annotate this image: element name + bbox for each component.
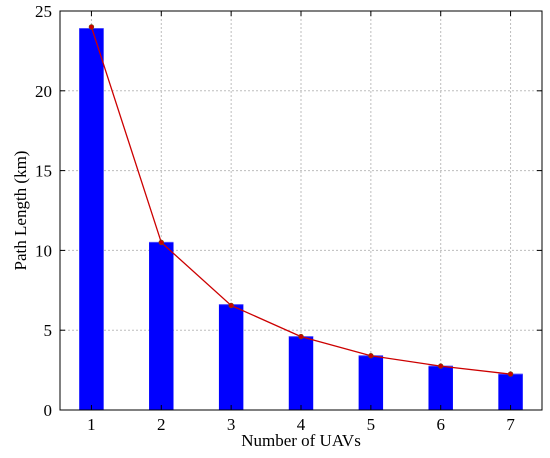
y-tick-label: 25: [35, 2, 52, 21]
bar-uav-1: [79, 28, 104, 410]
x-tick-label: 1: [87, 415, 96, 434]
x-tick-label: 7: [506, 415, 515, 434]
x-axis-label: Number of UAVs: [241, 431, 361, 450]
y-tick-label: 5: [44, 321, 53, 340]
trend-point-uav-4: [298, 333, 304, 340]
trend-point-uav-1: [88, 24, 95, 30]
x-tick-label: 3: [227, 415, 236, 434]
bar-uav-4: [288, 336, 314, 410]
trend-point-uav-2: [158, 239, 164, 246]
x-tick-label: 6: [436, 415, 445, 434]
line-layer: [88, 24, 514, 377]
labels-layer: 1 2 3 4 5 6 7 0 5 10 15 20 25 Number of UAVs Path Leng…: [11, 2, 515, 450]
bar-uav-6: [428, 366, 453, 410]
y-tick-label: 20: [35, 82, 52, 101]
bar-uav-7: [498, 374, 523, 410]
x-tick-label: 5: [367, 415, 376, 434]
trend-point-uav-3: [228, 302, 234, 309]
bar-uav-2: [149, 242, 174, 410]
y-tick-label: 15: [35, 162, 52, 181]
y-axis-label: Path Length (km): [11, 151, 30, 271]
y-tick-label: 0: [44, 401, 53, 420]
bar-uav-3: [218, 304, 244, 410]
bar-uav-5: [358, 355, 384, 410]
trend-point-uav-7: [507, 371, 514, 377]
trend-point-uav-5: [368, 353, 374, 359]
axis-layer: [59, 10, 543, 411]
y-tick-label: 10: [35, 241, 52, 260]
trend-point-uav-6: [438, 363, 444, 369]
x-tick-label: 4: [297, 415, 306, 434]
x-tick-label: 2: [157, 415, 166, 434]
